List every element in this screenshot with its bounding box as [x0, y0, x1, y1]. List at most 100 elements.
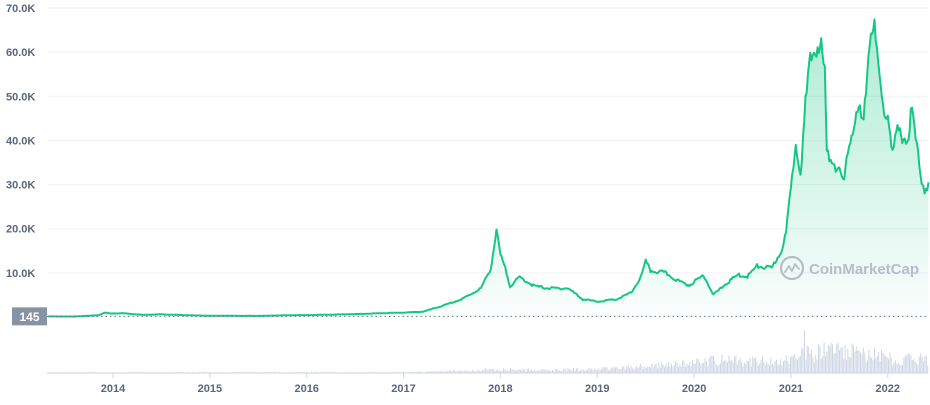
volume-bar	[824, 342, 825, 373]
volume-bar	[901, 365, 902, 373]
volume-bar	[776, 360, 777, 373]
volume-bar	[812, 358, 813, 374]
volume-bar	[699, 362, 700, 373]
volume-bar	[741, 362, 742, 373]
volume-bar	[588, 368, 589, 373]
volume-bar	[728, 356, 729, 374]
volume-bar	[576, 369, 577, 374]
volume-bar	[920, 353, 921, 373]
volume-bar	[678, 367, 679, 373]
volume-bar	[721, 355, 722, 374]
volume-bar	[637, 368, 638, 373]
volume-bar	[618, 369, 619, 373]
volume-bar	[689, 362, 690, 373]
volume-bar	[783, 361, 784, 373]
volume-bar	[520, 370, 521, 373]
volume-bar	[626, 367, 627, 373]
volume-bar	[775, 361, 776, 373]
volume-bar	[632, 368, 633, 373]
volume-bar	[583, 370, 584, 374]
volume-bar	[769, 365, 770, 373]
volume-bar	[695, 364, 696, 373]
volume-bar	[915, 361, 916, 373]
volume-bar	[754, 358, 755, 373]
volume-bar	[889, 352, 890, 373]
volume-bar	[630, 366, 631, 373]
volume-bar	[875, 358, 876, 373]
volume-bar	[510, 368, 511, 373]
volume-bar	[667, 367, 668, 374]
volume-bar	[766, 361, 767, 373]
volume-bar	[686, 364, 687, 373]
volume-bar	[647, 367, 648, 374]
volume-bar	[840, 348, 841, 373]
volume-bar	[688, 365, 689, 373]
volume-bar	[628, 365, 629, 374]
x-tick-label: 2014	[101, 383, 126, 395]
volume-bar	[657, 368, 658, 373]
volume-bar	[803, 349, 804, 373]
volume-bar	[692, 360, 693, 373]
volume-bar	[898, 363, 899, 374]
volume-bar	[905, 356, 906, 373]
volume-bar	[906, 355, 907, 373]
volume-bar	[569, 369, 570, 373]
volume-bar	[919, 357, 920, 374]
volume-bar	[598, 369, 599, 373]
volume-bar	[649, 367, 650, 373]
volume-bar	[801, 348, 802, 374]
volume-bars	[48, 330, 928, 373]
volume-bar	[651, 364, 652, 373]
volume-bar	[908, 353, 909, 373]
volume-bar	[700, 364, 701, 373]
volume-bar	[679, 364, 680, 373]
volume-bar	[663, 365, 664, 373]
volume-bar	[845, 345, 846, 373]
volume-bar	[518, 369, 519, 373]
volume-bar	[681, 366, 682, 373]
volume-bar	[913, 359, 914, 373]
volume-bar	[622, 366, 623, 373]
x-tick-label: 2022	[876, 383, 900, 395]
volume-bar	[822, 356, 823, 373]
volume-bar	[825, 356, 826, 373]
volume-bar	[866, 362, 867, 373]
volume-bar	[832, 344, 833, 373]
volume-bar	[859, 350, 860, 373]
volume-bar	[831, 343, 832, 373]
volume-bar	[703, 363, 704, 373]
x-tick-label: 2017	[391, 383, 415, 395]
volume-bar	[751, 366, 752, 373]
volume-bar	[672, 367, 673, 373]
volume-bar	[609, 370, 610, 373]
volume-bar	[726, 361, 727, 373]
volume-bar	[573, 368, 574, 373]
volume-bar	[878, 352, 879, 373]
x-tick-label: 2019	[585, 383, 609, 395]
volume-bar	[604, 368, 605, 373]
volume-bar	[492, 369, 493, 373]
volume-bar	[885, 356, 886, 373]
volume-bar	[709, 358, 710, 373]
volume-bar	[654, 365, 655, 373]
volume-bar	[710, 356, 711, 373]
volume-bar	[892, 365, 893, 373]
volume-bar	[861, 354, 862, 373]
volume-bar	[843, 359, 844, 373]
volume-bar	[528, 368, 529, 373]
volume-bar	[705, 358, 706, 373]
volume-bar	[839, 350, 840, 373]
volume-bar	[607, 367, 608, 373]
volume-bar	[748, 361, 749, 373]
volume-bar	[752, 357, 753, 374]
y-tick-label: 40.0K	[6, 135, 35, 147]
volume-bar	[846, 360, 847, 373]
volume-bar	[835, 353, 836, 373]
volume-bar	[850, 358, 851, 373]
volume-bar	[486, 369, 487, 373]
volume-bar	[670, 366, 671, 373]
volume-bar	[852, 343, 853, 373]
